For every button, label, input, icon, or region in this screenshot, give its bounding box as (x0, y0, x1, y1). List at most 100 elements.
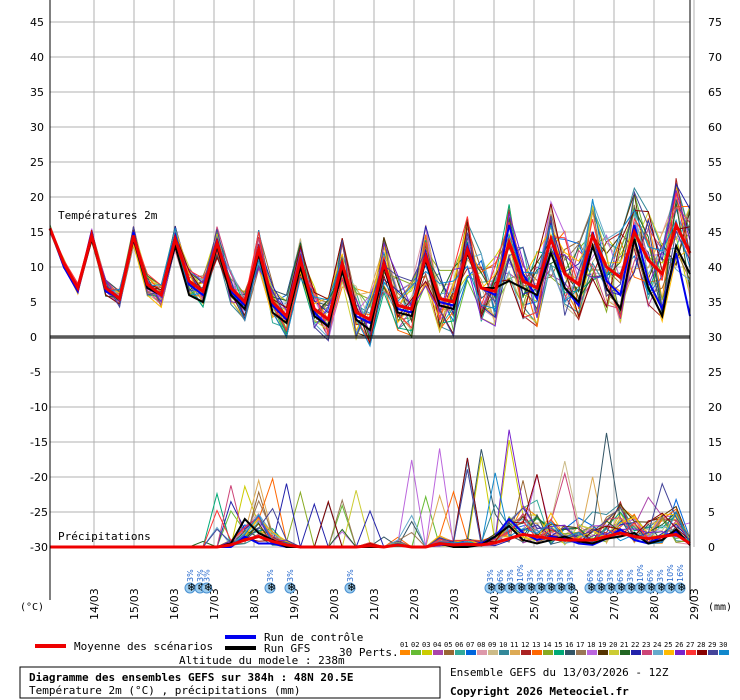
member-code-label: 09 (488, 641, 496, 649)
x-tick-label: 22/03 (408, 588, 421, 620)
right-tick-label: 25 (708, 366, 722, 379)
snowflake-icon (201, 582, 213, 594)
legend: Moyenne des scénarios Run de contrôle Ru… (35, 631, 729, 667)
main-series (48, 220, 692, 549)
snowflake-icon (564, 582, 576, 594)
member-code-label: 24 (653, 641, 661, 649)
member-swatch (653, 650, 663, 655)
right-tick-label: 10 (708, 471, 722, 484)
run-info: Ensemble GEFS du 13/03/2026 - 12Z (450, 666, 669, 679)
left-tick-label: 10 (30, 261, 44, 274)
member-code-label: 07 (466, 641, 474, 649)
snow-percent-label: 6% (496, 569, 505, 582)
snow-markers: 3%❄3%❄3%❄3%❄3%❄3%❄3%❄6%❄3%❄10%❄3%❄3%❄3%❄… (184, 564, 686, 594)
snow-percent-label: 3% (566, 569, 575, 582)
snowflake-glyph-icon: ❄ (617, 581, 626, 594)
snowflake-glyph-icon: ❄ (587, 581, 596, 594)
member-swatch (477, 650, 487, 655)
snow-percent-label: 10% (516, 564, 525, 582)
member-swatch (664, 650, 674, 655)
left-tick-label: 20 (30, 191, 44, 204)
member-code-label: 18 (587, 641, 595, 649)
member-swatch (488, 650, 498, 655)
left-tick-label: 35 (30, 86, 44, 99)
member-code-label: 14 (543, 641, 551, 649)
member-code-label: 03 (422, 641, 430, 649)
snowflake-glyph-icon: ❄ (287, 581, 296, 594)
snowflake-icon (674, 582, 686, 594)
member-swatch (631, 650, 641, 655)
snow-percent-label: 3% (196, 569, 205, 582)
snow-percent-label: 3% (556, 569, 565, 582)
member-swatch (598, 650, 608, 655)
right-tick-label: 45 (708, 226, 722, 239)
left-tick-label: 30 (30, 121, 44, 134)
snow-percent-label: 3% (606, 569, 615, 582)
x-tick-label: 19/03 (288, 588, 301, 620)
snowflake-glyph-icon: ❄ (204, 581, 213, 594)
left-tick-label: -30 (30, 541, 48, 554)
snow-percent-label: 3% (346, 569, 355, 582)
snowflake-glyph-icon: ❄ (517, 581, 526, 594)
right-unit: (mm) (708, 602, 732, 613)
x-tick-label: 15/03 (128, 588, 141, 620)
member-code-label: 30 (719, 641, 727, 649)
snowflake-glyph-icon: ❄ (637, 581, 646, 594)
x-tick-label: 26/03 (568, 588, 581, 620)
left-unit: (°C) (20, 602, 44, 613)
right-tick-label: 60 (708, 121, 722, 134)
snowflake-glyph-icon: ❄ (657, 581, 666, 594)
snowflake-glyph-icon: ❄ (497, 581, 506, 594)
snow-percent-label: 3% (286, 569, 295, 582)
member-swatch (433, 650, 443, 655)
x-tick-label: 24/03 (488, 588, 501, 620)
right-tick-label: 15 (708, 436, 722, 449)
right-tick-label: 65 (708, 86, 722, 99)
snow-percent-label: 10% (636, 564, 645, 582)
snowflake-glyph-icon: ❄ (667, 581, 676, 594)
member-code-label: 29 (708, 641, 716, 649)
member-swatch (620, 650, 630, 655)
series-temp-line (48, 220, 692, 323)
series-precip-line (50, 531, 691, 549)
snowflake-glyph-icon: ❄ (557, 581, 566, 594)
member-code-label: 16 (565, 641, 573, 649)
snow-percent-label: 3% (626, 569, 635, 582)
left-tick-label: 45 (30, 16, 44, 29)
x-tick-label: 28/03 (648, 588, 661, 620)
legend-mean-label: Moyenne des scénarios (74, 640, 213, 653)
x-tick-label: 27/03 (608, 588, 621, 620)
x-tick-label: 21/03 (368, 588, 381, 620)
member-code-label: 02 (411, 641, 419, 649)
member-code-label: 12 (521, 641, 529, 649)
right-tick-label: 35 (708, 296, 722, 309)
member-code-label: 20 (609, 641, 617, 649)
right-tick-label: 5 (708, 506, 715, 519)
title-box (19, 666, 441, 699)
right-tick-label: 50 (708, 191, 722, 204)
left-tick-label: 15 (30, 226, 44, 239)
right-tick-label: 0 (708, 541, 715, 554)
left-tick-label: 40 (30, 51, 44, 64)
member-swatch (510, 650, 520, 655)
legend-perts-label: 30 Perts. (339, 646, 399, 659)
member-code-label: 21 (620, 641, 628, 649)
snow-percent-label: 3% (506, 569, 515, 582)
snow-percent-label: 3% (266, 569, 275, 582)
member-swatch (576, 650, 586, 655)
member-swatch (411, 650, 421, 655)
snow-percent-label: 3% (656, 569, 665, 582)
member-temp-line (49, 198, 691, 348)
snowflake-glyph-icon: ❄ (527, 581, 536, 594)
member-swatch (499, 650, 509, 655)
x-tick-label: 20/03 (328, 588, 341, 620)
snowflake-icon (264, 582, 276, 594)
x-tick-label: 17/03 (208, 588, 221, 620)
snowflake-glyph-icon: ❄ (627, 581, 636, 594)
member-code-label: 04 (433, 641, 441, 649)
member-swatch (642, 650, 652, 655)
right-tick-label: 20 (708, 401, 722, 414)
member-temp-line (49, 203, 691, 345)
